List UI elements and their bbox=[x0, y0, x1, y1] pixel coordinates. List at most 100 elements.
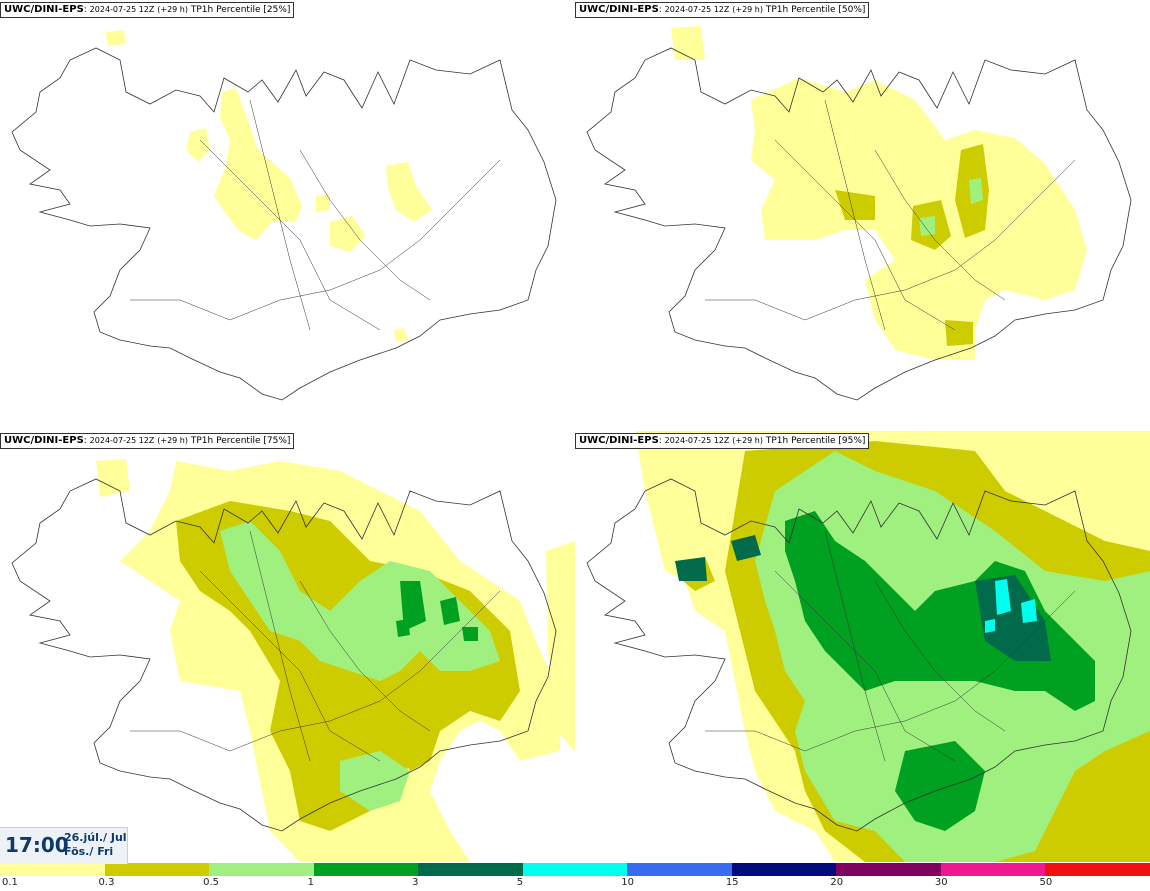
precip-area bbox=[394, 328, 408, 342]
colorbar-segment bbox=[836, 863, 942, 876]
colorbar-tick-label: 0.1 bbox=[2, 877, 18, 888]
colorbar-tick-label: 10 bbox=[621, 877, 634, 888]
precip-area bbox=[440, 597, 460, 625]
iceland-map-p75 bbox=[11, 459, 575, 862]
percentile-label: [95%] bbox=[838, 436, 866, 446]
precip-area bbox=[386, 162, 432, 222]
precip-area bbox=[919, 216, 935, 236]
river-line bbox=[774, 530, 1006, 762]
model-name: UWC/DINI-EPS bbox=[579, 435, 659, 446]
colorbar-tick-label: 5 bbox=[516, 877, 524, 888]
field-name: TP1h Percentile bbox=[765, 436, 836, 446]
percentile-label: [25%] bbox=[263, 5, 291, 15]
precip-area bbox=[546, 541, 575, 751]
road-line bbox=[705, 590, 1076, 752]
coastline-p50 bbox=[586, 47, 1132, 401]
precip-area bbox=[671, 26, 705, 60]
field-name: TP1h Percentile bbox=[190, 5, 261, 15]
coastline-p75 bbox=[11, 478, 557, 832]
lead-time: (+29 h) bbox=[732, 5, 763, 14]
colorbar-tick-label: 0.5 bbox=[203, 877, 219, 888]
precip-area bbox=[316, 194, 330, 212]
run-time: 2024-07-25 12Z bbox=[89, 436, 155, 445]
precip-area bbox=[835, 190, 875, 220]
iceland-coast bbox=[586, 47, 1132, 401]
model-name: UWC/DINI-EPS bbox=[579, 4, 659, 15]
precip-area bbox=[895, 741, 985, 831]
colorbar-segment bbox=[209, 863, 315, 876]
run-time: 2024-07-25 12Z bbox=[664, 5, 730, 14]
map-panel-p25: UWC/DINI-EPS: 2024-07-25 12Z (+29 h) TP1… bbox=[0, 0, 575, 431]
precip-area bbox=[731, 535, 761, 561]
precip-area bbox=[969, 178, 983, 204]
colorbar-segment bbox=[522, 863, 628, 876]
model-name: UWC/DINI-EPS bbox=[4, 435, 84, 446]
precip-area bbox=[330, 216, 366, 252]
precip-area bbox=[1021, 599, 1037, 623]
precip-area bbox=[400, 581, 426, 631]
run-time: 2024-07-25 12Z bbox=[664, 436, 730, 445]
colorbar-tick-label: 0.3 bbox=[98, 877, 115, 888]
map-panel-p50: UWC/DINI-EPS: 2024-07-25 12Z (+29 h) TP1… bbox=[575, 0, 1150, 431]
colorbar-segment bbox=[731, 863, 837, 876]
run-time: 2024-07-25 12Z bbox=[89, 5, 155, 14]
iceland-coast bbox=[586, 478, 1132, 832]
colorbar-tick-label: 1 bbox=[307, 877, 314, 888]
lead-time: (+29 h) bbox=[732, 436, 763, 445]
iceland-map-p95 bbox=[586, 431, 1150, 862]
colorbar-tick-label: 15 bbox=[725, 877, 739, 888]
precip-area bbox=[96, 459, 130, 497]
precip-field-p95 bbox=[635, 431, 1150, 862]
river-line bbox=[199, 530, 431, 762]
colorbar-segment bbox=[940, 863, 1046, 876]
colorbar-tick-label: 3 bbox=[412, 877, 419, 888]
colorbar-tick-label: 30 bbox=[934, 877, 948, 888]
precip-field-p75 bbox=[96, 459, 575, 862]
colorbar-tick-label: 50 bbox=[1039, 877, 1053, 888]
field-name: TP1h Percentile bbox=[190, 436, 261, 446]
precip-area bbox=[214, 88, 302, 240]
field-name: TP1h Percentile bbox=[765, 5, 836, 15]
road-line bbox=[130, 159, 501, 321]
colorbar-segment bbox=[313, 863, 419, 876]
colorbar-segment bbox=[0, 863, 105, 876]
lead-time: (+29 h) bbox=[157, 5, 188, 14]
precip-area bbox=[186, 128, 210, 162]
valid-date-line1: 26.júl./ Jul bbox=[64, 831, 127, 844]
panel-title-p50: UWC/DINI-EPS: 2024-07-25 12Z (+29 h) TP1… bbox=[575, 2, 870, 18]
iceland-coast bbox=[11, 478, 557, 832]
model-name: UWC/DINI-EPS bbox=[4, 4, 84, 15]
road-line bbox=[705, 159, 1076, 321]
iceland-coast bbox=[11, 47, 557, 401]
precip-area bbox=[975, 575, 1051, 661]
road-line bbox=[130, 590, 501, 752]
river-line bbox=[774, 99, 1006, 331]
valid-time: 17:00 bbox=[5, 833, 69, 857]
panel-title-p95: UWC/DINI-EPS: 2024-07-25 12Z (+29 h) TP1… bbox=[575, 433, 870, 449]
river-line bbox=[199, 99, 431, 331]
coastline-p95 bbox=[586, 478, 1132, 832]
precip-field-p25 bbox=[106, 30, 432, 342]
colorbar-segment bbox=[418, 863, 524, 876]
colorbar-segment bbox=[627, 863, 733, 876]
map-panel-p95: UWC/DINI-EPS: 2024-07-25 12Z (+29 h) TP1… bbox=[575, 431, 1150, 862]
iceland-map-p25 bbox=[11, 30, 557, 401]
precip-area bbox=[945, 320, 973, 346]
precip-area bbox=[675, 557, 707, 581]
percentile-label: [50%] bbox=[838, 5, 866, 15]
precip-colorbar bbox=[0, 863, 1150, 876]
colorbar-tick-label: 20 bbox=[830, 877, 844, 888]
precip-area bbox=[396, 619, 410, 637]
precip-area bbox=[462, 627, 478, 641]
lead-time: (+29 h) bbox=[157, 436, 188, 445]
precip-area bbox=[106, 30, 126, 46]
precip-area bbox=[985, 619, 995, 633]
panel-title-p75: UWC/DINI-EPS: 2024-07-25 12Z (+29 h) TP1… bbox=[0, 433, 295, 449]
valid-time-box: 17:00 26.júl./ Jul Fös./ Fri bbox=[0, 827, 128, 864]
percentile-label: [75%] bbox=[263, 436, 291, 446]
colorbar-segment bbox=[1045, 863, 1150, 876]
iceland-map-p50 bbox=[586, 26, 1132, 401]
colorbar-segment bbox=[104, 863, 210, 876]
precip-area bbox=[340, 751, 410, 811]
valid-date: 26.júl./ Jul Fös./ Fri bbox=[64, 831, 127, 859]
